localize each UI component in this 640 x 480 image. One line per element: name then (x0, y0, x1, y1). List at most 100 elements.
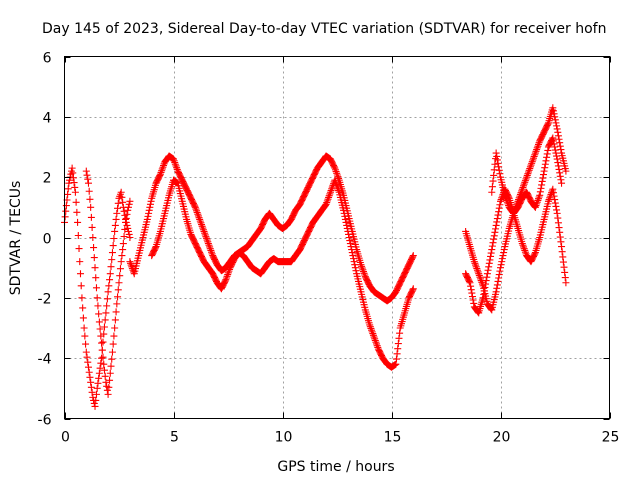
data-point-track-b (83, 171, 91, 179)
data-point-track-f (552, 202, 560, 210)
data-point-track-a (87, 383, 95, 391)
data-point-track-c (160, 162, 168, 170)
data-point-track-e (562, 167, 570, 175)
data-point-track-f (466, 279, 474, 287)
data-point-track-b (102, 378, 110, 386)
data-point-track-e (500, 249, 508, 257)
data-point-track-f (562, 279, 570, 287)
data-point-track-d (335, 187, 343, 195)
data-point-track-g (495, 166, 503, 174)
data-point-track-d (224, 269, 232, 277)
data-point-track-e (495, 271, 503, 279)
data-point-track-c (195, 214, 203, 222)
data-point-track-c (157, 168, 165, 176)
data-point-track-f (481, 283, 489, 291)
data-point-track-f (518, 240, 526, 248)
data-point-track-f (489, 239, 497, 247)
data-point-track-d (151, 244, 159, 252)
data-point-track-a (80, 324, 88, 332)
data-point-track-e (554, 128, 562, 136)
data-point-track-a (92, 390, 100, 398)
data-point-track-b (111, 324, 119, 332)
data-point-track-e (495, 274, 503, 282)
data-point-track-f (550, 192, 558, 200)
data-point-track-e (535, 139, 543, 147)
data-point-track-g (555, 165, 563, 173)
data-point-track-f (554, 214, 562, 222)
data-point-track-d (343, 221, 351, 229)
data-point-track-f (483, 273, 491, 281)
data-point-track-c (333, 169, 341, 177)
data-point-track-d (346, 240, 354, 248)
data-point-track-f (470, 299, 478, 307)
data-point-track-f (492, 225, 500, 233)
data-point-track-d (334, 185, 342, 193)
data-point-track-f (485, 259, 493, 267)
data-point-track-d (409, 286, 417, 294)
data-point-track-d (392, 360, 400, 368)
data-point-track-g (548, 135, 556, 143)
data-point-track-d (345, 230, 353, 238)
data-point-track-g (539, 171, 547, 179)
data-point-track-d (341, 212, 349, 220)
data-point-track-c (333, 171, 341, 179)
data-point-track-c (361, 271, 369, 279)
data-point-track-e (499, 252, 507, 260)
data-point-track-e (521, 178, 529, 186)
data-point-track-g (493, 152, 501, 160)
data-point-track-c (143, 215, 151, 223)
data-point-track-e (528, 159, 536, 167)
data-point-track-d (369, 331, 377, 339)
data-point-track-f (520, 245, 528, 253)
data-point-track-e (471, 259, 479, 267)
data-point-track-e (531, 149, 539, 157)
data-point-track-a (112, 215, 120, 223)
data-point-track-b (103, 386, 111, 394)
data-point-track-f (484, 266, 492, 274)
data-point-track-c (197, 219, 205, 227)
data-point-track-f (488, 246, 496, 254)
data-point-track-c (194, 212, 202, 220)
data-point-track-b (121, 225, 129, 233)
data-point-track-c (146, 203, 154, 211)
data-point-track-b (108, 348, 116, 356)
data-point-track-b (92, 274, 100, 282)
data-point-track-a (119, 198, 127, 206)
data-point-track-f (551, 199, 559, 207)
data-point-track-c (198, 222, 206, 230)
data-point-track-f (485, 263, 493, 271)
data-point-track-g (495, 163, 503, 171)
data-point-track-f (553, 209, 561, 217)
data-point-track-f (467, 282, 475, 290)
data-point-track-g (537, 184, 545, 192)
data-point-track-d (371, 336, 379, 344)
data-point-track-c (204, 240, 212, 248)
data-point-track-g (556, 172, 564, 180)
data-point-track-g (541, 164, 549, 172)
data-point-track-f (482, 277, 490, 285)
data-point-track-e (553, 122, 561, 130)
data-point-track-b (90, 244, 98, 252)
data-point-track-g (543, 150, 551, 158)
data-point-track-e (518, 185, 526, 193)
data-point-track-f (495, 204, 503, 212)
data-point-track-c (334, 173, 342, 181)
data-point-track-a (95, 369, 103, 377)
data-point-track-c (196, 215, 204, 223)
data-point-track-c (203, 236, 211, 244)
data-point-track-a (84, 358, 92, 366)
data-point-track-b (98, 346, 106, 354)
data-point-track-b (114, 286, 122, 294)
data-point-track-b (122, 214, 130, 222)
data-point-track-d (396, 329, 404, 337)
data-point-track-e (500, 246, 508, 254)
data-point-track-e (528, 158, 536, 166)
data-point-track-a (82, 348, 90, 356)
data-point-track-g (534, 196, 542, 204)
data-point-track-f (483, 270, 491, 278)
data-point-track-e (544, 120, 552, 128)
data-point-track-d (323, 199, 331, 207)
data-point-track-f (556, 233, 564, 241)
data-point-track-e (534, 140, 542, 148)
data-point-track-b (111, 316, 119, 324)
